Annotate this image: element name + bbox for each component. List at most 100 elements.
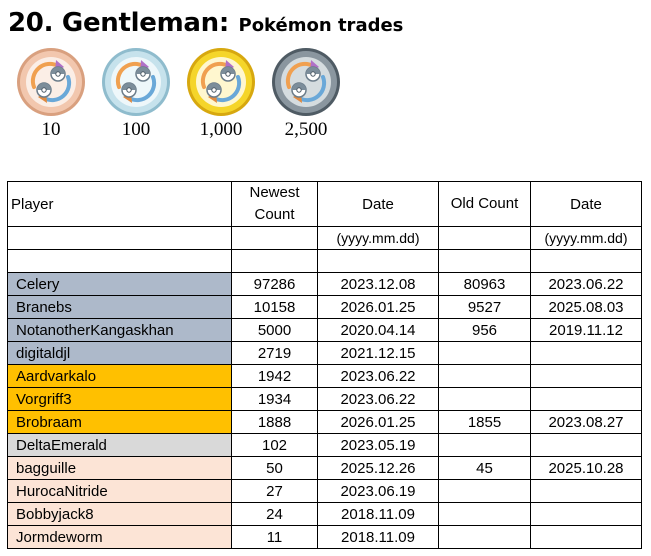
newest-count: 102	[231, 433, 318, 457]
old-date	[530, 502, 642, 526]
table-row: Brobraam 1888 2026.01.25 1855 2023.08.27	[7, 410, 642, 434]
newest-date: 2023.06.22	[317, 364, 439, 388]
table-row: bagguille 50 2025.12.26 45 2025.10.28	[7, 456, 642, 480]
newest-date: 2018.11.09	[317, 502, 439, 526]
silver-medal-icon	[102, 48, 170, 116]
newest-date: 2026.01.25	[317, 410, 439, 434]
player-name: NotanotherKangaskhan	[7, 318, 232, 342]
old-count: 80963	[438, 272, 531, 296]
player-name: Jormdeworm	[7, 525, 232, 549]
newest-date: 2026.01.25	[317, 295, 439, 319]
newest-date: 2023.06.19	[317, 479, 439, 503]
old-date: 2023.06.22	[530, 272, 642, 296]
old-count: 9527	[438, 295, 531, 319]
medal-label-silver: 100	[121, 119, 151, 140]
table-row: Branebs 10158 2026.01.25 9527 2025.08.03	[7, 295, 642, 319]
newest-count: 24	[231, 502, 318, 526]
old-count	[438, 364, 531, 388]
table-row: Aardvarkalo 1942 2023.06.22	[7, 364, 642, 388]
medal-label-platinum: 2,500	[284, 119, 328, 140]
header-date-old: Date	[530, 181, 642, 227]
newest-count: 1934	[231, 387, 318, 411]
date-format-label-old: (yyyy.mm.dd)	[530, 226, 642, 250]
old-date	[530, 479, 642, 503]
empty-cell	[7, 249, 232, 273]
newest-count: 1888	[231, 410, 318, 434]
header-newest-count: Newest Count	[231, 181, 318, 227]
empty-cell	[438, 226, 531, 250]
table-row: Celery 97286 2023.12.08 80963 2023.06.22	[7, 272, 642, 296]
newest-count: 1942	[231, 364, 318, 388]
trades-table: Player Newest Count Date Old Count Date …	[7, 181, 642, 549]
page-title: 20. Gentleman: Pokémon trades	[8, 8, 403, 38]
old-count: 956	[438, 318, 531, 342]
medal-label-gold: 1,000	[199, 119, 243, 140]
newest-date: 2021.12.15	[317, 341, 439, 365]
old-date	[530, 433, 642, 457]
player-name: Aardvarkalo	[7, 364, 232, 388]
table-row: DeltaEmerald 102 2023.05.19	[7, 433, 642, 457]
header-row: Player Newest Count Date Old Count Date	[7, 181, 642, 227]
empty-cell	[530, 249, 642, 273]
old-count	[438, 433, 531, 457]
table-row: Bobbyjack8 24 2018.11.09	[7, 502, 642, 526]
empty-cell	[438, 249, 531, 273]
newest-count: 2719	[231, 341, 318, 365]
old-date: 2025.10.28	[530, 456, 642, 480]
old-count	[438, 525, 531, 549]
player-name: bagguille	[7, 456, 232, 480]
old-date	[530, 364, 642, 388]
empty-cell	[231, 249, 318, 273]
gold-medal-icon	[187, 48, 255, 116]
empty-cell	[231, 226, 318, 250]
old-count: 45	[438, 456, 531, 480]
medal-label-bronze: 10	[41, 119, 61, 140]
bronze-medal-icon	[17, 48, 85, 116]
date-format-label: (yyyy.mm.dd)	[317, 226, 439, 250]
newest-count: 5000	[231, 318, 318, 342]
player-name: Celery	[7, 272, 232, 296]
newest-date: 2025.12.26	[317, 456, 439, 480]
old-date: 2019.11.12	[530, 318, 642, 342]
player-name: HurocaNitride	[7, 479, 232, 503]
old-count	[438, 479, 531, 503]
player-name: Branebs	[7, 295, 232, 319]
old-count	[438, 387, 531, 411]
old-date: 2025.08.03	[530, 295, 642, 319]
old-date	[530, 341, 642, 365]
table-row: Jormdeworm 11 2018.11.09	[7, 525, 642, 549]
old-date: 2023.08.27	[530, 410, 642, 434]
old-date	[530, 525, 642, 549]
table-row: digitaldjl 2719 2021.12.15	[7, 341, 642, 365]
newest-date: 2018.11.09	[317, 525, 439, 549]
old-count	[438, 341, 531, 365]
newest-date: 2020.04.14	[317, 318, 439, 342]
newest-date: 2023.12.08	[317, 272, 439, 296]
newest-count: 97286	[231, 272, 318, 296]
newest-date: 2023.05.19	[317, 433, 439, 457]
newest-count: 50	[231, 456, 318, 480]
old-count	[438, 502, 531, 526]
newest-date: 2023.06.22	[317, 387, 439, 411]
table-row: Vorgriff3 1934 2023.06.22	[7, 387, 642, 411]
old-date	[530, 387, 642, 411]
player-name: DeltaEmerald	[7, 433, 232, 457]
player-name: Brobraam	[7, 410, 232, 434]
newest-count: 11	[231, 525, 318, 549]
header-player: Player	[7, 181, 232, 227]
platinum-medal-icon	[272, 48, 340, 116]
title-sub: Pokémon trades	[238, 15, 404, 36]
newest-count: 27	[231, 479, 318, 503]
empty-cell	[317, 249, 439, 273]
header-old-count: Old Count	[438, 181, 531, 227]
date-format-row: (yyyy.mm.dd) (yyyy.mm.dd)	[7, 226, 642, 250]
newest-count: 10158	[231, 295, 318, 319]
spacer-row	[7, 249, 642, 273]
table-row: NotanotherKangaskhan 5000 2020.04.14 956 201…	[7, 318, 642, 342]
old-count: 1855	[438, 410, 531, 434]
player-name: digitaldjl	[7, 341, 232, 365]
empty-cell	[7, 226, 232, 250]
player-name: Vorgriff3	[7, 387, 232, 411]
header-date: Date	[317, 181, 439, 227]
table-row: HurocaNitride 27 2023.06.19	[7, 479, 642, 503]
